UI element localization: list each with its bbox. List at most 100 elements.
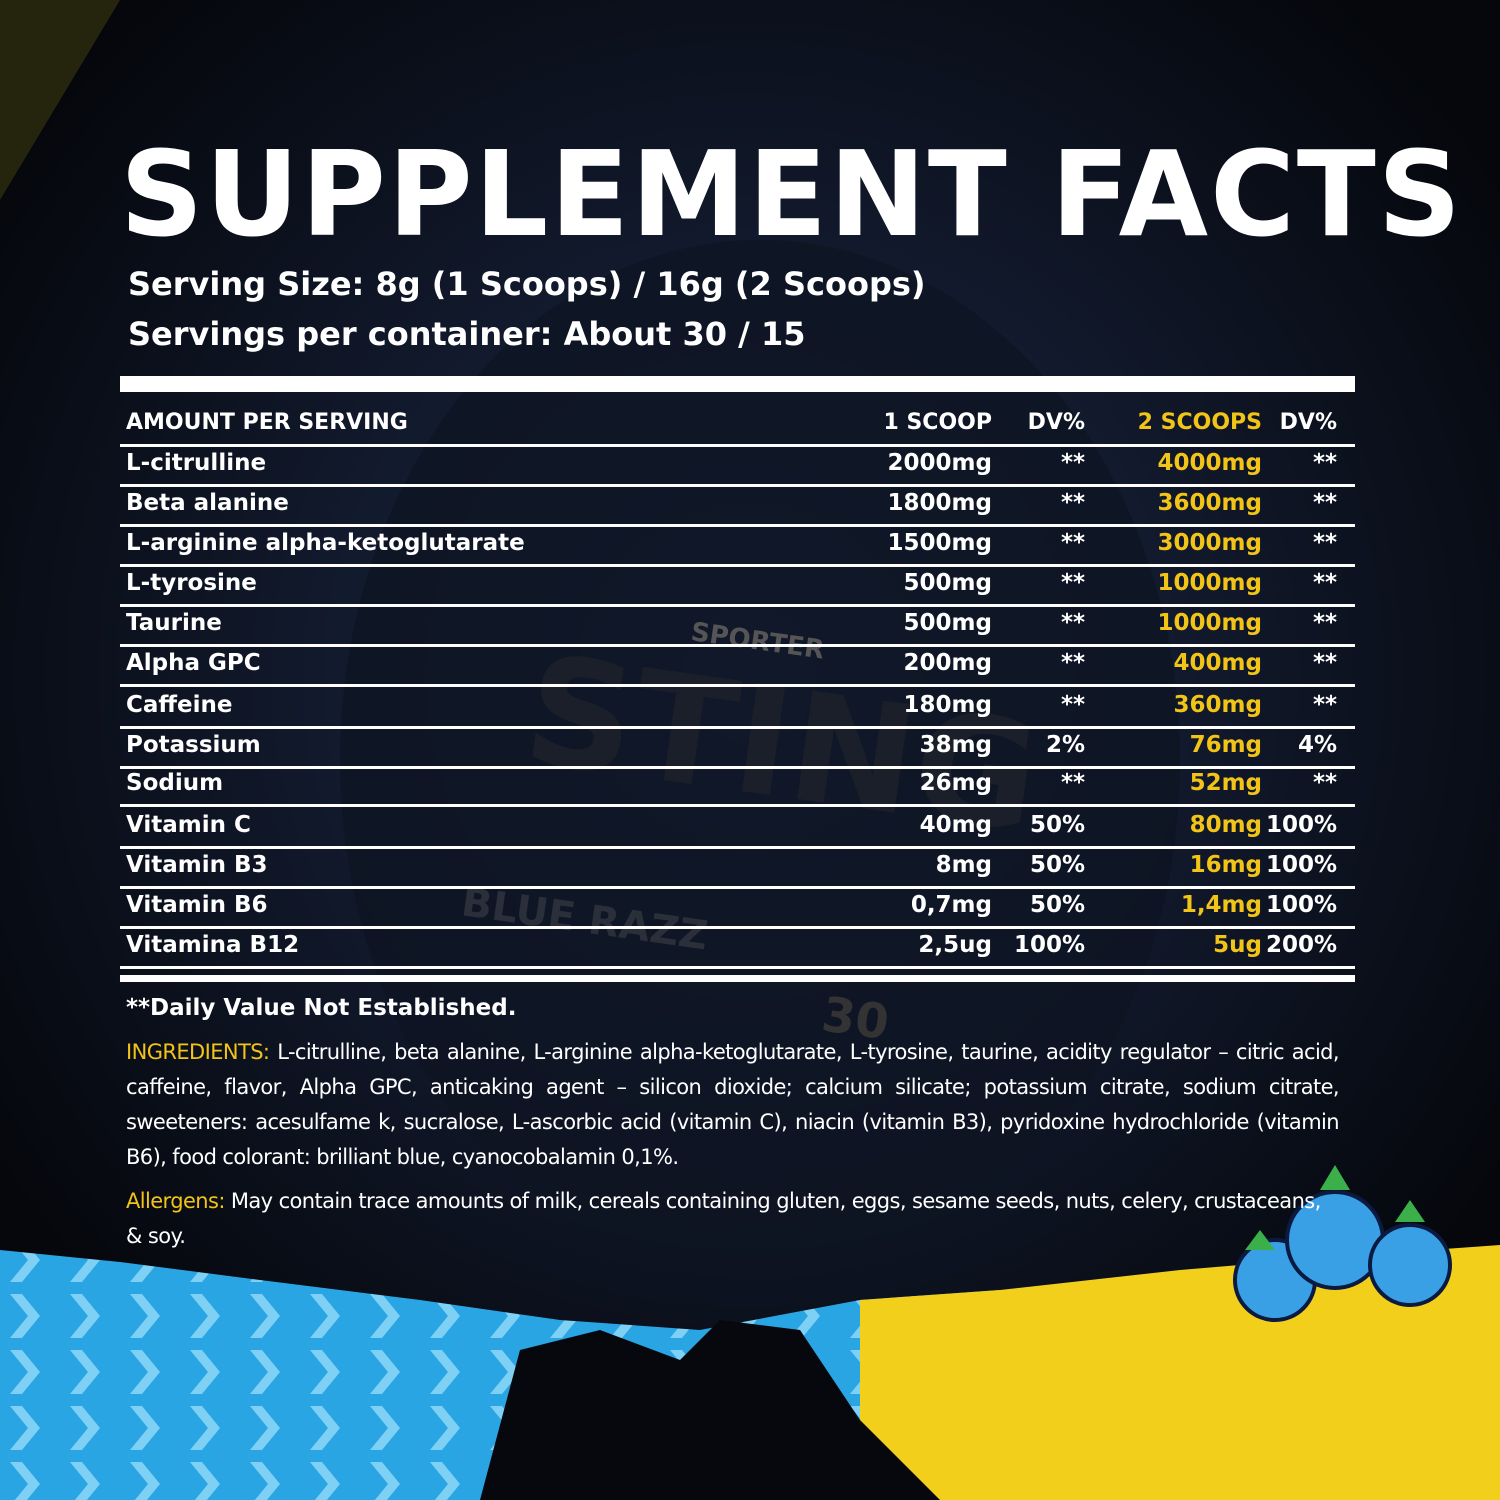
cell: 100% bbox=[1265, 852, 1337, 878]
cell: 50% bbox=[1029, 892, 1085, 918]
cell: Vitamin C bbox=[126, 812, 251, 838]
cell: 2000mg bbox=[887, 450, 992, 476]
cell: ** bbox=[1060, 650, 1085, 676]
cell: ** bbox=[1312, 610, 1337, 636]
cell: 38mg bbox=[919, 732, 992, 758]
yellow-band bbox=[860, 1245, 1500, 1500]
cell: 200% bbox=[1265, 932, 1337, 958]
title: SUPPLEMENT FACTS bbox=[120, 125, 1463, 263]
corner-glow bbox=[0, 0, 120, 200]
cell: 2% bbox=[1045, 732, 1085, 758]
cell: ** bbox=[1060, 610, 1085, 636]
cell: 3600mg bbox=[1157, 490, 1262, 516]
table-row: Beta alanine 1800mg ** 3600mg ** bbox=[120, 484, 1355, 527]
cell: Vitamin B6 bbox=[126, 892, 268, 918]
column-header: 1 SCOOP bbox=[883, 410, 993, 435]
cell: 5ug bbox=[1213, 932, 1262, 958]
table-row: L-tyrosine 500mg ** 1000mg ** bbox=[120, 564, 1355, 607]
cell: 180mg bbox=[903, 692, 992, 718]
berries bbox=[1233, 1165, 1452, 1322]
cell: 1500mg bbox=[887, 530, 992, 556]
ingredients-text: L-citrulline, beta alanine, L-arginine a… bbox=[126, 1040, 1340, 1169]
column-header: 2 SCOOPS bbox=[1137, 410, 1262, 435]
cell: 16mg bbox=[1189, 852, 1262, 878]
cell: 200mg bbox=[903, 650, 992, 676]
cell: ** bbox=[1312, 692, 1337, 718]
column-header: DV% bbox=[1279, 410, 1337, 435]
tub-silhouette bbox=[340, 240, 1180, 1280]
cell: 76mg bbox=[1189, 732, 1262, 758]
cell: 40mg bbox=[919, 812, 992, 838]
cell: ** bbox=[1060, 490, 1085, 516]
cell: ** bbox=[1312, 530, 1337, 556]
cell: 1000mg bbox=[1157, 610, 1262, 636]
table-row: Alpha GPC 200mg ** 400mg ** bbox=[120, 644, 1355, 687]
cell: 4% bbox=[1297, 732, 1337, 758]
cell: 3000mg bbox=[1157, 530, 1262, 556]
cell: Taurine bbox=[126, 610, 222, 636]
cell: 26mg bbox=[919, 770, 992, 796]
cell: Alpha GPC bbox=[126, 650, 261, 676]
allergens-label: Allergens: bbox=[126, 1189, 225, 1213]
serving-size: Serving Size: 8g (1 Scoops) / 16g (2 Sco… bbox=[128, 265, 926, 303]
table-row: Caffeine 180mg ** 360mg ** bbox=[120, 686, 1355, 729]
cell: 1800mg bbox=[887, 490, 992, 516]
cell: 50% bbox=[1029, 852, 1085, 878]
cell: L-citrulline bbox=[126, 450, 267, 476]
allergens-text: May contain trace amounts of milk, cerea… bbox=[126, 1189, 1321, 1248]
cell: Caffeine bbox=[126, 692, 233, 718]
dark-silhouette bbox=[480, 1320, 940, 1500]
cell: ** bbox=[1060, 450, 1085, 476]
cell: ** bbox=[1312, 450, 1337, 476]
cell: 8mg bbox=[935, 852, 992, 878]
table-row: Potassium 38mg 2% 76mg 4% bbox=[120, 726, 1355, 769]
cell: Sodium bbox=[126, 770, 224, 796]
cell: 400mg bbox=[1173, 650, 1262, 676]
footnote: **Daily Value Not Established. bbox=[126, 995, 517, 1021]
ingredients: INGREDIENTS: L-citrulline, beta alanine,… bbox=[126, 1035, 1340, 1175]
column-header: AMOUNT PER SERVING bbox=[126, 410, 408, 435]
cell: 2,5ug bbox=[918, 932, 992, 958]
cell: L-arginine alpha-ketoglutarate bbox=[126, 530, 525, 556]
cell: Vitamin B3 bbox=[126, 852, 268, 878]
cell: 50% bbox=[1029, 812, 1085, 838]
cell: 4000mg bbox=[1157, 450, 1262, 476]
table-row: Sodium 26mg ** 52mg ** bbox=[120, 764, 1355, 807]
top-rule bbox=[120, 376, 1355, 392]
cell: ** bbox=[1060, 530, 1085, 556]
cell: ** bbox=[1312, 490, 1337, 516]
column-header: DV% bbox=[1027, 410, 1085, 435]
header-row: AMOUNT PER SERVING 1 SCOOP DV% 2 SCOOPS DV% bbox=[120, 404, 1355, 447]
cell: 80mg bbox=[1189, 812, 1262, 838]
cell: Vitamina B12 bbox=[126, 932, 300, 958]
cell: ** bbox=[1312, 650, 1337, 676]
table-row: L-arginine alpha-ketoglutarate 1500mg ** 30… bbox=[120, 524, 1355, 567]
cell: L-tyrosine bbox=[126, 570, 257, 596]
table-row: Vitamin B6 0,7mg 50% 1,4mg 100% bbox=[120, 886, 1355, 929]
cell: 52mg bbox=[1189, 770, 1262, 796]
table-row: Vitamin C 40mg 50% 80mg 100% bbox=[120, 806, 1355, 849]
cell: ** bbox=[1060, 570, 1085, 596]
table-row: L-citrulline 2000mg ** 4000mg ** bbox=[120, 444, 1355, 487]
cell: 500mg bbox=[903, 610, 992, 636]
cell: 360mg bbox=[1173, 692, 1262, 718]
servings-per-container: Servings per container: About 30 / 15 bbox=[128, 315, 806, 353]
cell: Beta alanine bbox=[126, 490, 289, 516]
bottom-rule bbox=[120, 975, 1355, 982]
cell: 0,7mg bbox=[910, 892, 992, 918]
cell: 1,4mg bbox=[1180, 892, 1262, 918]
table-row: Taurine 500mg ** 1000mg ** bbox=[120, 604, 1355, 647]
cell: ** bbox=[1060, 692, 1085, 718]
table-row: Vitamina B12 2,5ug 100% 5ug 200% bbox=[120, 926, 1355, 969]
cell: Potassium bbox=[126, 732, 261, 758]
cell: ** bbox=[1312, 770, 1337, 796]
cell: ** bbox=[1060, 770, 1085, 796]
cell: 100% bbox=[1265, 812, 1337, 838]
allergens: Allergens: May contain trace amounts of … bbox=[126, 1184, 1339, 1254]
cell: 1000mg bbox=[1157, 570, 1262, 596]
cell: 100% bbox=[1265, 892, 1337, 918]
bg-servings: 30 bbox=[818, 986, 892, 1051]
cell: ** bbox=[1312, 570, 1337, 596]
